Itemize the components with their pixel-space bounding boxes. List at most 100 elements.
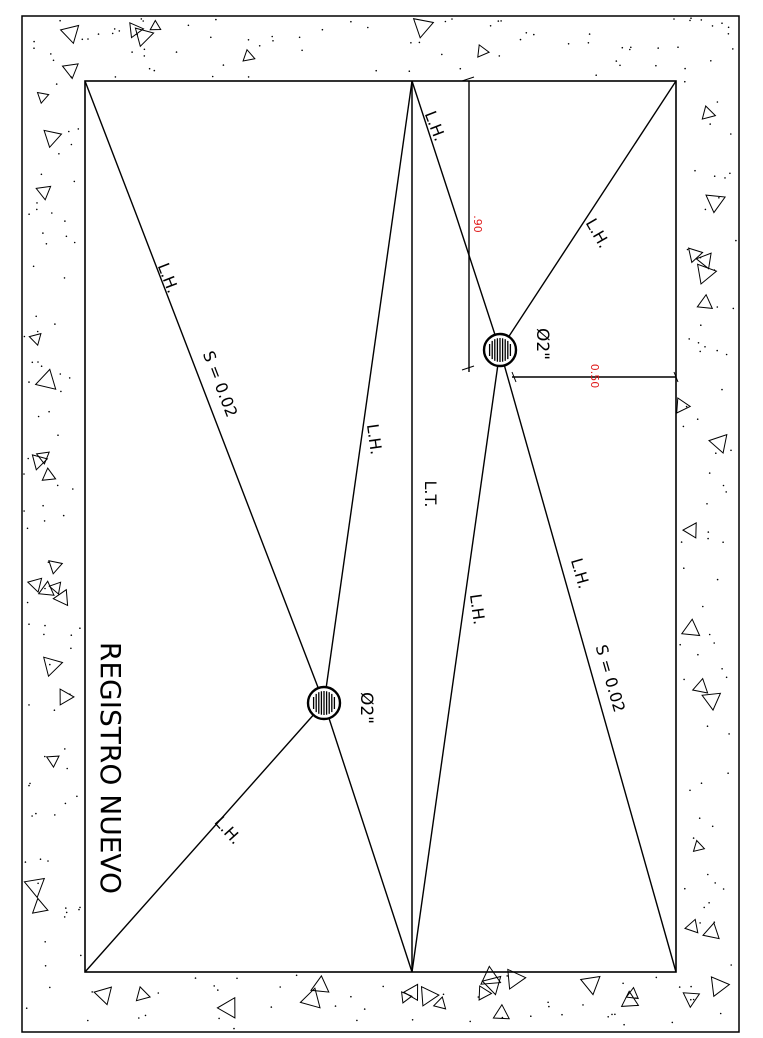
hatch-triangle: [480, 965, 502, 985]
hatch-dot: [408, 70, 411, 72]
hatch-dot: [36, 202, 38, 204]
hatch-triangle: [432, 996, 447, 1010]
hatch-dot: [187, 24, 190, 27]
hatch-dot: [697, 342, 700, 344]
hatch-dot: [24, 861, 27, 863]
hatch-dot: [28, 623, 30, 625]
hatch-dot: [727, 33, 730, 35]
hatch-dot: [97, 33, 100, 35]
hatch-dot: [519, 38, 522, 41]
hatch-dot: [727, 772, 729, 774]
hatch-dot: [210, 36, 212, 39]
dimension-label: 0.50: [588, 364, 601, 389]
hatch-dot: [37, 361, 39, 363]
hatch-triangle: [680, 618, 701, 637]
hatch-dot: [81, 38, 84, 41]
hatch-dot: [722, 484, 725, 487]
hatch-dot: [700, 324, 702, 327]
hatch-dot: [671, 1021, 674, 1024]
lh-label: L.H.: [211, 813, 246, 849]
hatch-dot: [63, 277, 66, 279]
hatch-dot: [271, 35, 274, 38]
hatch-dot: [690, 998, 692, 1001]
hatch-triangle: [692, 839, 706, 852]
hatch-dot: [80, 954, 82, 957]
hatch-dot: [68, 377, 71, 379]
hatch-dot: [55, 83, 58, 85]
hatch-triangle: [149, 19, 162, 31]
hatch-triangle: [477, 43, 491, 58]
hatch-dot: [140, 18, 143, 20]
hatch-dot: [611, 1013, 613, 1016]
hatch-dot: [37, 882, 39, 885]
hatch-dot: [270, 1006, 273, 1008]
hatch-dot: [44, 624, 46, 627]
hatch-triangle: [43, 656, 64, 678]
hatch-dot: [65, 907, 67, 909]
hatch-dot: [143, 55, 146, 57]
hatch-dot: [683, 567, 685, 569]
hatch-dot: [143, 48, 146, 51]
hatch-triangle: [310, 974, 330, 993]
hatch-dot: [684, 67, 686, 70]
hatch-dot: [258, 45, 261, 47]
hatch-dot: [64, 748, 66, 750]
hatch-dot: [410, 42, 412, 44]
hatch-dot: [713, 642, 715, 644]
hatch-dot: [59, 19, 61, 22]
hatch-dot: [621, 46, 624, 49]
hatch-dot: [23, 510, 25, 512]
hatch-dot: [114, 76, 117, 78]
hatch-dot: [87, 1019, 89, 1022]
hatch-dot: [525, 32, 528, 34]
hatch-dot: [725, 676, 728, 679]
hatch-dot: [301, 49, 303, 52]
hatch-dot: [506, 975, 509, 977]
hatch-dot: [615, 60, 618, 62]
hatch-triangle: [492, 1003, 511, 1020]
hatch-dot: [44, 587, 46, 590]
hatch-dot: [697, 653, 699, 656]
hatch-dot: [73, 180, 76, 183]
hatch-dot: [707, 537, 709, 540]
hatch-dot: [23, 335, 26, 338]
hatch-triangle: [681, 522, 697, 539]
slope-line: [323, 80, 413, 704]
hatch-dot: [657, 47, 659, 49]
hatch-dot: [607, 1016, 609, 1018]
hatch-triangle: [402, 983, 419, 1002]
hatch-dot: [729, 172, 731, 175]
slope-line: [499, 349, 677, 973]
hatch-triangle: [41, 467, 57, 481]
hatch-dot: [698, 817, 701, 819]
hatch-dot: [356, 1019, 358, 1022]
hatch-triangle: [299, 987, 321, 1009]
hatch-dot: [57, 434, 59, 437]
hatch-triangle: [701, 692, 722, 712]
hatch-dot: [350, 995, 352, 998]
hatch-dot: [411, 1019, 414, 1021]
hatch-dot: [113, 28, 116, 30]
slope-line: [411, 80, 501, 351]
hatch-dot: [622, 982, 624, 985]
hatch-dot: [64, 802, 67, 805]
hatch-dot: [716, 101, 719, 103]
hatch-dot: [686, 248, 689, 251]
hatch-triangle: [135, 985, 152, 1002]
drain-diameter-label: Ø2": [356, 692, 376, 724]
hatch-dot: [469, 1020, 472, 1023]
hatch-dot: [716, 578, 719, 581]
hatch-dot: [28, 704, 30, 706]
hatch-dot: [722, 541, 724, 543]
hatch-dot: [334, 1005, 337, 1007]
hatch-dot: [711, 25, 714, 27]
hatch-dot: [732, 48, 734, 50]
hatch-dot: [44, 965, 47, 967]
hatch-dot: [37, 415, 40, 418]
hatch-dot: [630, 46, 632, 49]
hatch-triangle: [687, 247, 704, 264]
hatch-dot: [689, 789, 691, 792]
hatch-dot: [25, 1007, 28, 1009]
hatch-dot: [36, 330, 39, 333]
hatch-triangle: [216, 996, 236, 1019]
